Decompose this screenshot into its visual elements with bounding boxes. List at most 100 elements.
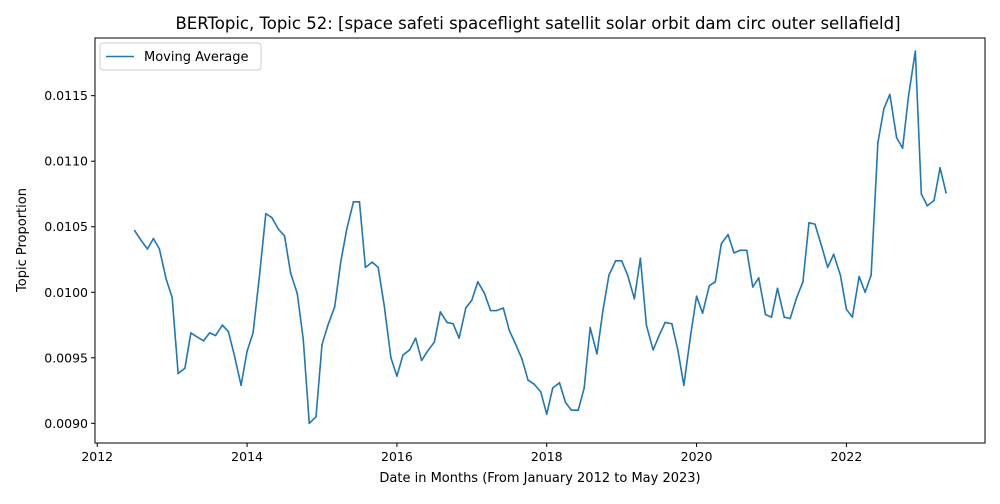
data-point: [695, 295, 698, 298]
y-tick-label: 0.0105: [44, 219, 88, 234]
data-point: [452, 322, 454, 325]
data-point: [227, 330, 230, 333]
data-point: [527, 379, 529, 381]
data-point: [677, 349, 679, 351]
data-point: [733, 252, 735, 254]
data-point: [390, 357, 392, 359]
data-point: [714, 280, 717, 283]
data-point: [739, 249, 741, 252]
data-point: [277, 228, 280, 231]
data-point: [689, 334, 692, 337]
data-point: [240, 384, 242, 387]
data-point: [596, 353, 598, 355]
data-point: [345, 228, 348, 231]
data-point: [764, 313, 767, 316]
data-point: [339, 261, 342, 263]
data-point: [745, 249, 748, 252]
x-tick-label: 2018: [531, 449, 563, 464]
data-point: [858, 275, 860, 278]
data-point: [271, 216, 273, 219]
data-point: [483, 292, 486, 295]
data-point: [371, 261, 373, 263]
data-point: [352, 201, 355, 203]
data-point: [152, 237, 155, 240]
legend-label: Moving Average: [144, 50, 248, 65]
data-point: [289, 271, 292, 274]
x-tick-label: 2014: [231, 449, 263, 464]
data-point: [720, 242, 723, 245]
data-point: [545, 413, 548, 415]
data-point: [939, 166, 941, 169]
y-tick-label: 0.0090: [44, 416, 88, 431]
data-point: [826, 266, 829, 269]
data-point: [633, 298, 636, 300]
chart-title: BERTopic, Topic 52: [space safeti spacef…: [175, 14, 900, 33]
data-point: [283, 235, 286, 237]
data-point: [914, 50, 917, 52]
data-point: [608, 274, 610, 277]
data-point: [533, 383, 535, 385]
data-point: [433, 341, 436, 343]
y-axis-ticks: 0.0090 0.0095 0.0100 0.0105 0.0110 0.0115: [44, 88, 95, 431]
data-point: [133, 229, 136, 232]
data-point: [864, 291, 866, 294]
data-point: [233, 354, 236, 356]
data-point: [396, 375, 398, 377]
data-point: [701, 312, 704, 315]
data-point: [402, 354, 404, 356]
data-point: [883, 107, 885, 110]
data-point: [920, 193, 923, 195]
data-point: [265, 212, 267, 215]
data-point: [845, 308, 848, 311]
data-point: [521, 358, 523, 360]
data-point: [645, 324, 648, 326]
data-point: [508, 329, 511, 332]
data-point: [757, 277, 760, 279]
y-tick-label: 0.0115: [44, 88, 88, 103]
x-axis-ticks: 2012 2014 2016 2018 2020 2022: [81, 443, 862, 464]
data-point: [814, 223, 816, 225]
data-point: [802, 280, 804, 283]
data-point: [221, 324, 224, 326]
data-point: [589, 326, 591, 329]
data-point: [870, 274, 872, 277]
data-point: [252, 332, 254, 334]
data-point: [377, 266, 379, 269]
y-tick-label: 0.0095: [44, 350, 88, 365]
data-point: [171, 296, 173, 299]
data-point: [302, 338, 305, 341]
data-point: [808, 222, 810, 224]
data-point: [751, 286, 754, 288]
data-point: [652, 349, 654, 351]
plot-frame: [94, 37, 986, 444]
data-point: [246, 350, 248, 353]
data-point: [901, 147, 904, 149]
data-point: [383, 304, 385, 307]
data-point: [333, 305, 336, 308]
data-point: [308, 422, 311, 425]
data-point: [564, 401, 567, 404]
data-point: [420, 359, 423, 362]
data-point: [832, 253, 835, 256]
data-point: [439, 311, 442, 313]
data-point: [907, 94, 910, 97]
data-point: [933, 199, 935, 202]
data-point: [489, 309, 492, 312]
data-point: [671, 322, 673, 325]
data-point: [727, 233, 729, 236]
data-point: [477, 280, 479, 283]
x-tick-label: 2012: [81, 449, 113, 464]
data-point: [471, 299, 473, 301]
plot-area: [95, 38, 985, 443]
data-point: [315, 415, 317, 418]
data-point: [945, 191, 947, 194]
data-point: [327, 324, 329, 326]
data-point: [190, 332, 192, 334]
data-point: [583, 387, 585, 389]
data-points: [133, 50, 947, 425]
data-point: [658, 334, 660, 337]
data-point: [358, 201, 361, 203]
data-point: [139, 239, 142, 241]
